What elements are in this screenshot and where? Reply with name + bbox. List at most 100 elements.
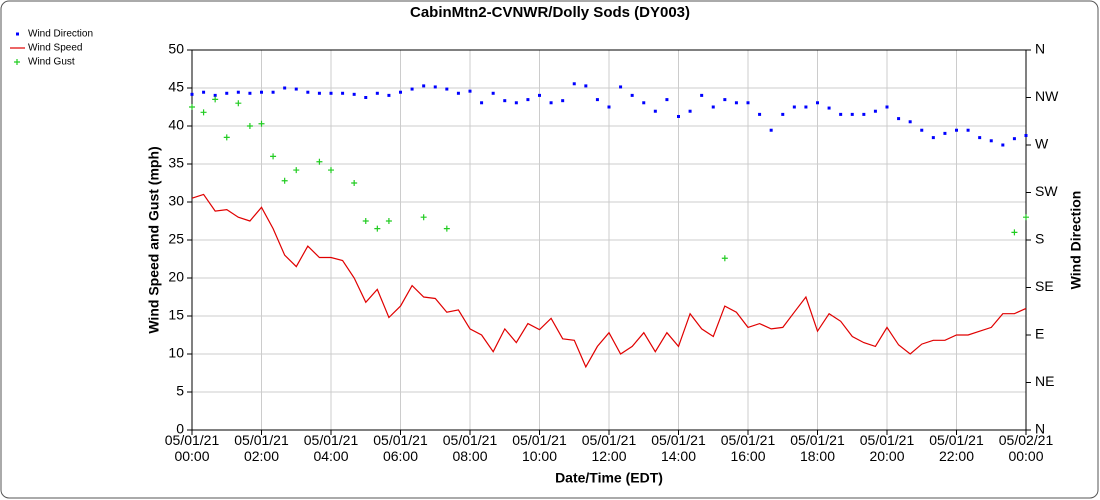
direction-dot	[723, 98, 727, 102]
direction-dot	[294, 87, 298, 91]
direction-dot	[653, 109, 657, 113]
direction-dot	[306, 90, 310, 94]
gust-marker	[420, 214, 427, 221]
direction-dot	[665, 98, 669, 102]
direction-dot	[561, 99, 565, 103]
direction-dot	[190, 92, 194, 96]
direction-dot	[920, 128, 924, 132]
x-tick-label: 05/02/21 00:00	[998, 432, 1054, 464]
gust-marker	[443, 225, 450, 232]
x-tick-label: 05/01/21 00:00	[164, 432, 220, 464]
direction-dot	[850, 112, 854, 116]
direction-dot	[711, 105, 715, 109]
direction-dot	[480, 101, 484, 105]
direction-dot	[746, 101, 750, 105]
x-tick-label: 05/01/21 02:00	[234, 432, 289, 464]
y-tick-label: 25	[168, 231, 184, 247]
direction-dot	[700, 93, 704, 97]
direction-dot	[943, 131, 947, 135]
direction-dot	[260, 90, 263, 94]
gust-marker	[212, 96, 219, 103]
direction-dot	[989, 139, 993, 143]
y2-axis-label: Wind Direction	[1068, 191, 1084, 290]
gust-marker	[1023, 214, 1029, 221]
y2-tick-label: E	[1035, 326, 1044, 342]
y2-tick-label: N	[1035, 41, 1045, 57]
direction-dot	[503, 99, 507, 103]
x-tick-label: 05/01/21 06:00	[373, 432, 428, 464]
direction-dot	[816, 101, 819, 105]
direction-dot	[1024, 134, 1028, 137]
direction-dot	[399, 90, 402, 94]
gust-marker	[293, 167, 300, 174]
direction-dot	[584, 84, 588, 88]
direction-dot	[364, 96, 368, 99]
direction-dot	[619, 85, 623, 89]
gust-marker	[281, 177, 288, 184]
direction-dot	[526, 98, 530, 102]
y2-tick-label: NW	[1035, 88, 1059, 104]
gust-marker	[258, 120, 265, 127]
direction-dot	[248, 91, 252, 95]
direction-dot	[595, 98, 599, 102]
direction-dot	[1012, 137, 1016, 141]
direction-dot	[677, 115, 680, 118]
direction-dot	[468, 89, 472, 93]
speed-line	[191, 193, 1027, 369]
direction-dot	[827, 106, 831, 110]
direction-dot	[445, 87, 449, 91]
direction-dot	[804, 105, 808, 109]
legend-label: Wind Speed	[28, 43, 82, 54]
y2-tick-label: S	[1035, 231, 1044, 247]
gust-marker	[1011, 229, 1018, 236]
direction-dot	[955, 128, 958, 132]
direction-dot	[966, 128, 970, 132]
gust-marker	[200, 109, 207, 116]
legend-label: Wind Direction	[28, 29, 93, 40]
gust-marker	[385, 218, 392, 224]
direction-dot	[908, 120, 912, 124]
gust-marker	[362, 218, 369, 224]
direction-dot	[931, 136, 935, 140]
gust-marker	[223, 134, 230, 141]
gust-marker	[246, 123, 253, 129]
x-tick-label: 05/01/21 04:00	[303, 432, 359, 464]
y-tick-label: 5	[176, 383, 184, 399]
direction-dot	[897, 117, 901, 121]
y-tick-label: 45	[168, 79, 184, 95]
direction-dot	[978, 136, 982, 140]
legend-marker	[16, 32, 19, 36]
direction-dot	[873, 109, 877, 113]
plot-area	[191, 49, 1027, 431]
y-tick-label: 20	[168, 269, 184, 285]
y-tick-label: 30	[168, 193, 184, 209]
y2-tick-label: SE	[1035, 278, 1054, 294]
direction-dot	[271, 90, 275, 94]
x-tick-label: 05/01/21 18:00	[790, 432, 845, 464]
y-tick-label: 15	[168, 307, 184, 323]
gust-marker	[374, 225, 381, 232]
y2-tick-label: N	[1035, 421, 1045, 437]
direction-dot	[885, 105, 889, 109]
direction-dot	[734, 101, 738, 105]
direction-dot	[433, 85, 437, 89]
direction-dot	[781, 112, 785, 116]
direction-dot	[317, 91, 321, 95]
direction-dot	[225, 91, 229, 95]
direction-dot	[375, 91, 379, 95]
direction-dot	[236, 90, 240, 94]
direction-dot	[538, 93, 541, 97]
gust-marker	[316, 158, 323, 165]
direction-dot	[642, 101, 646, 105]
direction-dot	[862, 112, 866, 116]
direction-dot	[607, 105, 611, 109]
gust-marker	[328, 167, 334, 174]
direction-dot	[422, 84, 426, 88]
gust-marker	[189, 104, 195, 110]
direction-dot	[329, 91, 333, 95]
direction-dot	[491, 91, 495, 95]
direction-dot	[283, 86, 287, 90]
